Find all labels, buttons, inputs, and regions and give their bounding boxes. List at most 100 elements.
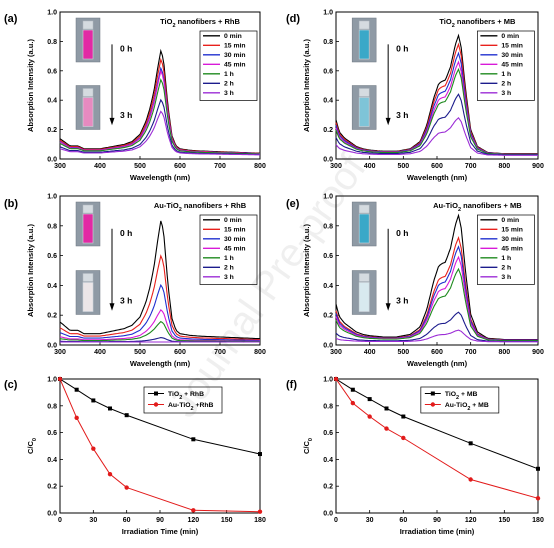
x-tick-label: 0 [334, 517, 338, 524]
spectrum-line [335, 329, 538, 343]
spectrum-line [59, 254, 260, 341]
y-axis-label: C/C0 [302, 438, 314, 454]
legend-marker [153, 402, 159, 407]
y-tick-label: 0.6 [323, 68, 333, 75]
x-tick-label: 800 [498, 163, 510, 170]
vial-cap [358, 88, 370, 97]
data-point [108, 406, 112, 411]
data-point [91, 398, 96, 403]
x-tick-label: 0 [58, 517, 62, 524]
panel-letter: (e) [286, 198, 300, 210]
legend-label: 3 h [501, 90, 511, 97]
panel-title-rest: nanofibers + MB [455, 17, 516, 26]
vial-cap [358, 273, 370, 282]
legend-marker [430, 402, 436, 407]
y-tick-label: 0.0 [47, 157, 57, 164]
x-tick-label: 120 [187, 517, 199, 524]
time-label-end: 3 h [120, 295, 132, 305]
legend-label: 30 min [501, 236, 523, 243]
y-tick-label: 0.8 [47, 39, 57, 46]
y-tick-label: 1.0 [47, 10, 57, 17]
x-tick-label: 400 [94, 349, 106, 356]
data-point [258, 452, 262, 457]
x-tick-label: 150 [221, 517, 233, 524]
data-point [367, 397, 372, 402]
legend-label: 45 min [224, 246, 246, 253]
legend-label-subscript: 2 [456, 395, 459, 401]
spectrum-line [59, 220, 261, 340]
y-tick-label: 0.0 [323, 157, 333, 164]
x-tick-label: 500 [134, 349, 146, 356]
y-tick-label: 0.6 [47, 253, 57, 260]
data-point [384, 426, 389, 431]
legend-label: Au-TiO2 + MB [445, 402, 489, 412]
y-tick-label: 1.0 [47, 377, 57, 384]
vial-liquid [358, 29, 370, 60]
y-tick-label: 0.2 [47, 127, 57, 134]
x-axis-label: Wavelength (nm) [130, 359, 191, 368]
legend-label: 15 min [501, 227, 523, 234]
vial-cap [82, 273, 94, 282]
legend-label: TiO2 + RhB [168, 391, 204, 401]
y-axis-label: Absorption Intensity (a.u.) [302, 39, 311, 132]
panel-title: TiO2 nanofibers + MB [439, 17, 516, 29]
data-point [257, 509, 263, 514]
y-tick-label: 1.0 [323, 10, 333, 17]
time-arrow-head [385, 303, 391, 311]
data-point [384, 406, 389, 411]
y-axis-label: C/C0 [26, 438, 38, 454]
legend-label-main: TiO [445, 391, 456, 398]
panel-title-subscript: 2 [179, 207, 182, 213]
x-tick-label: 400 [94, 163, 106, 170]
spectrum-line [335, 116, 538, 156]
vial-liquid [82, 213, 94, 244]
data-point [191, 508, 196, 513]
legend-label-rest: + MB [459, 391, 477, 398]
x-tick-label: 700 [465, 163, 477, 170]
time-arrow-head [109, 303, 115, 311]
panel-title: Au-TiO2 nanofibers + MB [433, 201, 522, 213]
y-tick-label: 0.8 [47, 403, 57, 410]
y-tick-label: 0.4 [47, 98, 57, 105]
legend-label: 0 min [224, 217, 242, 224]
vial-liquid [358, 97, 370, 127]
y-axis-label: Absorption Intensity (a.u.) [26, 224, 35, 317]
legend-label: 45 min [224, 62, 246, 69]
figure-panels: (a)300 400 500 600 700 8000.00.20.40.60.81.0W… [4, 10, 544, 537]
y-tick-label: 0.4 [323, 283, 333, 290]
vial-cap [358, 20, 370, 30]
y-tick-label: 0.2 [323, 313, 333, 320]
x-tick-label: 300 [54, 349, 66, 356]
x-tick-label: 300 [330, 349, 342, 356]
x-tick-label: 600 [174, 163, 186, 170]
x-tick-label: 500 [134, 163, 146, 170]
time-label-end: 3 h [396, 295, 408, 305]
x-axis-label: Wavelength (nm) [407, 359, 468, 368]
data-point [350, 387, 355, 392]
legend-label: 45 min [501, 62, 523, 69]
x-tick-label: 800 [498, 349, 510, 356]
time-arrow-head [109, 117, 115, 126]
x-tick-label: 180 [532, 517, 544, 524]
y-tick-label: 0.8 [47, 223, 57, 230]
x-tick-label: 300 [54, 163, 66, 170]
legend-label: 3 h [501, 274, 511, 281]
panel-title-rest: nanofibers + MB [461, 201, 522, 210]
x-axis-label: Irradiation time (min) [400, 527, 475, 536]
panel-f: (f) 0 30 60 90 120 150 180 0.0 0.2 0.4 0.6 0.8 1.0 Irr… [286, 377, 544, 537]
legend-label: 1 h [224, 71, 234, 78]
legend-label: 30 min [501, 52, 523, 59]
time-label-start: 0 h [120, 44, 132, 54]
x-tick-label: 700 [214, 163, 226, 170]
x-axis-label: Irradiation Time (min) [122, 527, 199, 536]
spectrum-line [59, 78, 261, 155]
y-tick-label: 0.4 [323, 457, 333, 464]
data-point [468, 477, 473, 482]
y-tick-label: 1.0 [47, 194, 57, 201]
legend-label-subscript: 2 [191, 406, 194, 412]
x-tick-label: 90 [433, 517, 441, 524]
y-axis-label-subscript: 0 [32, 438, 38, 441]
x-tick-label: 90 [156, 517, 164, 524]
x-tick-label: 600 [174, 349, 186, 356]
panel-title-main: Au-TiO [154, 201, 179, 210]
